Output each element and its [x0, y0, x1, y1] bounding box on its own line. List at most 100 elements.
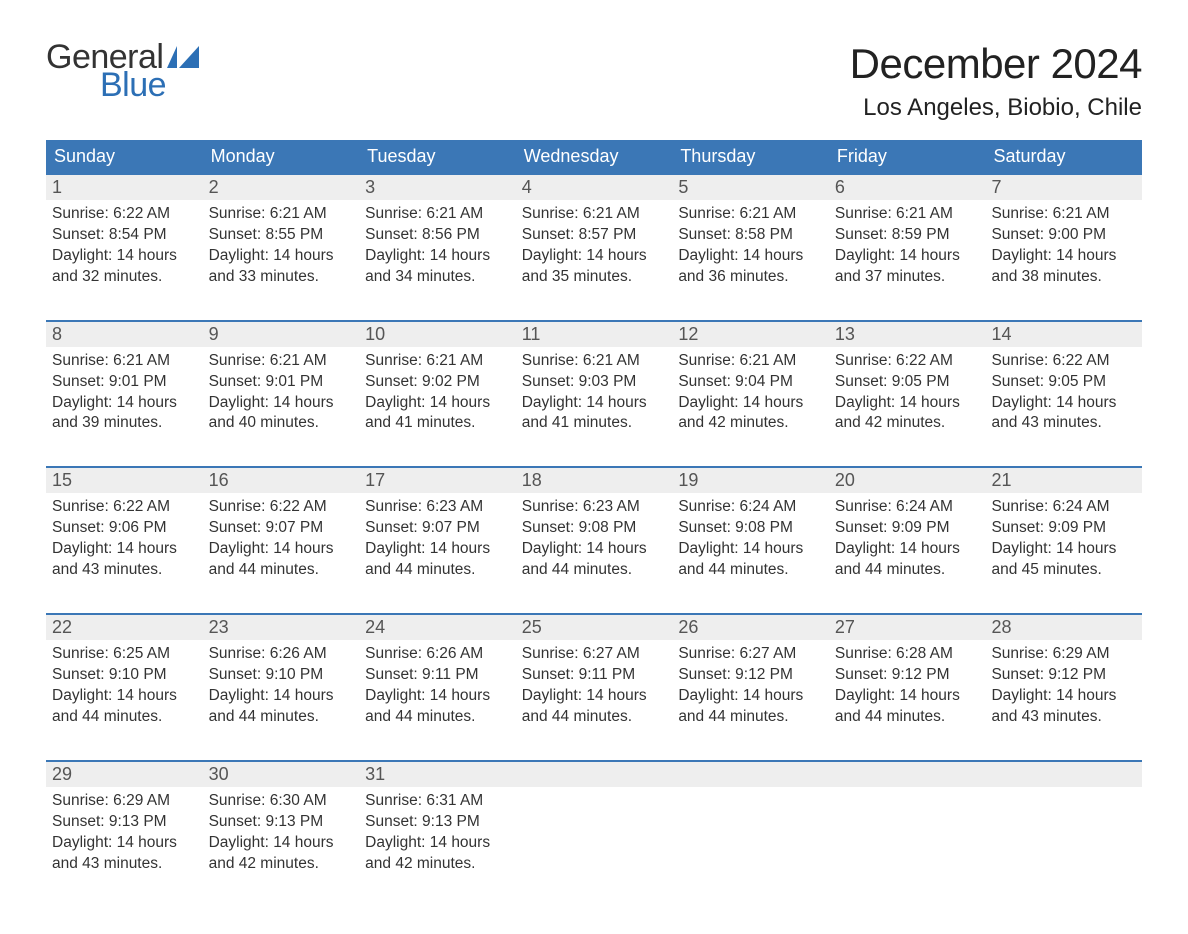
calendar-week: 29Sunrise: 6:29 AMSunset: 9:13 PMDayligh…: [46, 760, 1142, 895]
day-dl2: and 44 minutes.: [678, 560, 823, 581]
day-sunset: Sunset: 9:11 PM: [365, 665, 510, 686]
day-dl1: Daylight: 14 hours: [52, 686, 197, 707]
day-sunrise: Sunrise: 6:21 AM: [991, 204, 1136, 225]
day-body: Sunrise: 6:21 AMSunset: 8:56 PMDaylight:…: [359, 200, 516, 308]
day-header-thu: Thursday: [672, 140, 829, 173]
day-body: [829, 787, 986, 867]
day-dl1: Daylight: 14 hours: [209, 833, 354, 854]
day-dl2: and 44 minutes.: [522, 560, 667, 581]
title-block: December 2024 Los Angeles, Biobio, Chile: [850, 40, 1142, 122]
day-body: Sunrise: 6:30 AMSunset: 9:13 PMDaylight:…: [203, 787, 360, 895]
day-sunset: Sunset: 8:55 PM: [209, 225, 354, 246]
day-body: [985, 787, 1142, 867]
day-sunset: Sunset: 9:04 PM: [678, 372, 823, 393]
day-cell: 10Sunrise: 6:21 AMSunset: 9:02 PMDayligh…: [359, 322, 516, 455]
day-sunrise: Sunrise: 6:22 AM: [52, 497, 197, 518]
day-number: 12: [672, 322, 829, 347]
day-body: Sunrise: 6:29 AMSunset: 9:12 PMDaylight:…: [985, 640, 1142, 748]
day-body: Sunrise: 6:21 AMSunset: 9:01 PMDaylight:…: [46, 347, 203, 455]
day-dl1: Daylight: 14 hours: [52, 833, 197, 854]
day-dl2: and 36 minutes.: [678, 267, 823, 288]
day-sunrise: Sunrise: 6:24 AM: [835, 497, 980, 518]
day-sunset: Sunset: 9:08 PM: [522, 518, 667, 539]
day-cell: [985, 762, 1142, 895]
day-sunrise: Sunrise: 6:29 AM: [52, 791, 197, 812]
day-number: 21: [985, 468, 1142, 493]
day-cell: 5Sunrise: 6:21 AMSunset: 8:58 PMDaylight…: [672, 175, 829, 308]
day-body: Sunrise: 6:24 AMSunset: 9:09 PMDaylight:…: [829, 493, 986, 601]
day-dl1: Daylight: 14 hours: [522, 539, 667, 560]
day-header-wed: Wednesday: [516, 140, 673, 173]
day-number: 25: [516, 615, 673, 640]
day-body: Sunrise: 6:25 AMSunset: 9:10 PMDaylight:…: [46, 640, 203, 748]
day-sunset: Sunset: 9:10 PM: [52, 665, 197, 686]
day-cell: 6Sunrise: 6:21 AMSunset: 8:59 PMDaylight…: [829, 175, 986, 308]
day-body: Sunrise: 6:21 AMSunset: 9:01 PMDaylight:…: [203, 347, 360, 455]
day-body: Sunrise: 6:27 AMSunset: 9:12 PMDaylight:…: [672, 640, 829, 748]
day-dl1: Daylight: 14 hours: [52, 393, 197, 414]
day-dl1: Daylight: 14 hours: [835, 393, 980, 414]
day-body: Sunrise: 6:27 AMSunset: 9:11 PMDaylight:…: [516, 640, 673, 748]
day-dl1: Daylight: 14 hours: [991, 246, 1136, 267]
day-number: 5: [672, 175, 829, 200]
day-sunset: Sunset: 9:02 PM: [365, 372, 510, 393]
day-body: Sunrise: 6:21 AMSunset: 8:58 PMDaylight:…: [672, 200, 829, 308]
day-body: Sunrise: 6:23 AMSunset: 9:08 PMDaylight:…: [516, 493, 673, 601]
day-sunset: Sunset: 9:10 PM: [209, 665, 354, 686]
day-header-sun: Sunday: [46, 140, 203, 173]
day-sunset: Sunset: 9:09 PM: [991, 518, 1136, 539]
day-cell: 8Sunrise: 6:21 AMSunset: 9:01 PMDaylight…: [46, 322, 203, 455]
day-cell: 28Sunrise: 6:29 AMSunset: 9:12 PMDayligh…: [985, 615, 1142, 748]
day-dl2: and 35 minutes.: [522, 267, 667, 288]
day-sunrise: Sunrise: 6:22 AM: [835, 351, 980, 372]
day-cell: 3Sunrise: 6:21 AMSunset: 8:56 PMDaylight…: [359, 175, 516, 308]
day-body: Sunrise: 6:22 AMSunset: 9:07 PMDaylight:…: [203, 493, 360, 601]
day-sunset: Sunset: 8:54 PM: [52, 225, 197, 246]
day-sunset: Sunset: 8:58 PM: [678, 225, 823, 246]
day-cell: 30Sunrise: 6:30 AMSunset: 9:13 PMDayligh…: [203, 762, 360, 895]
day-sunrise: Sunrise: 6:23 AM: [522, 497, 667, 518]
day-number: 28: [985, 615, 1142, 640]
day-body: Sunrise: 6:21 AMSunset: 8:57 PMDaylight:…: [516, 200, 673, 308]
day-sunrise: Sunrise: 6:21 AM: [365, 351, 510, 372]
day-dl2: and 42 minutes.: [209, 854, 354, 875]
day-cell: 14Sunrise: 6:22 AMSunset: 9:05 PMDayligh…: [985, 322, 1142, 455]
day-cell: 15Sunrise: 6:22 AMSunset: 9:06 PMDayligh…: [46, 468, 203, 601]
day-body: Sunrise: 6:22 AMSunset: 9:05 PMDaylight:…: [985, 347, 1142, 455]
day-dl1: Daylight: 14 hours: [991, 686, 1136, 707]
day-sunrise: Sunrise: 6:28 AM: [835, 644, 980, 665]
day-body: Sunrise: 6:24 AMSunset: 9:09 PMDaylight:…: [985, 493, 1142, 601]
day-sunrise: Sunrise: 6:21 AM: [522, 351, 667, 372]
day-cell: 22Sunrise: 6:25 AMSunset: 9:10 PMDayligh…: [46, 615, 203, 748]
day-dl1: Daylight: 14 hours: [365, 393, 510, 414]
day-number: [672, 762, 829, 787]
day-dl2: and 33 minutes.: [209, 267, 354, 288]
day-dl2: and 42 minutes.: [365, 854, 510, 875]
day-body: Sunrise: 6:21 AMSunset: 9:00 PMDaylight:…: [985, 200, 1142, 308]
day-dl1: Daylight: 14 hours: [835, 539, 980, 560]
day-dl1: Daylight: 14 hours: [835, 246, 980, 267]
day-dl1: Daylight: 14 hours: [209, 539, 354, 560]
day-dl2: and 43 minutes.: [991, 707, 1136, 728]
day-body: Sunrise: 6:28 AMSunset: 9:12 PMDaylight:…: [829, 640, 986, 748]
day-body: Sunrise: 6:31 AMSunset: 9:13 PMDaylight:…: [359, 787, 516, 895]
day-dl1: Daylight: 14 hours: [52, 539, 197, 560]
day-dl1: Daylight: 14 hours: [835, 686, 980, 707]
day-dl2: and 43 minutes.: [52, 560, 197, 581]
day-body: Sunrise: 6:23 AMSunset: 9:07 PMDaylight:…: [359, 493, 516, 601]
day-sunset: Sunset: 9:03 PM: [522, 372, 667, 393]
day-dl1: Daylight: 14 hours: [522, 246, 667, 267]
day-sunrise: Sunrise: 6:26 AM: [209, 644, 354, 665]
day-sunset: Sunset: 9:12 PM: [678, 665, 823, 686]
day-sunset: Sunset: 9:08 PM: [678, 518, 823, 539]
day-number: 18: [516, 468, 673, 493]
day-body: Sunrise: 6:26 AMSunset: 9:10 PMDaylight:…: [203, 640, 360, 748]
day-dl2: and 43 minutes.: [52, 854, 197, 875]
day-sunset: Sunset: 9:01 PM: [209, 372, 354, 393]
day-dl1: Daylight: 14 hours: [209, 246, 354, 267]
day-sunset: Sunset: 9:07 PM: [209, 518, 354, 539]
day-number: 9: [203, 322, 360, 347]
day-sunrise: Sunrise: 6:24 AM: [991, 497, 1136, 518]
day-dl2: and 44 minutes.: [52, 707, 197, 728]
day-cell: 18Sunrise: 6:23 AMSunset: 9:08 PMDayligh…: [516, 468, 673, 601]
